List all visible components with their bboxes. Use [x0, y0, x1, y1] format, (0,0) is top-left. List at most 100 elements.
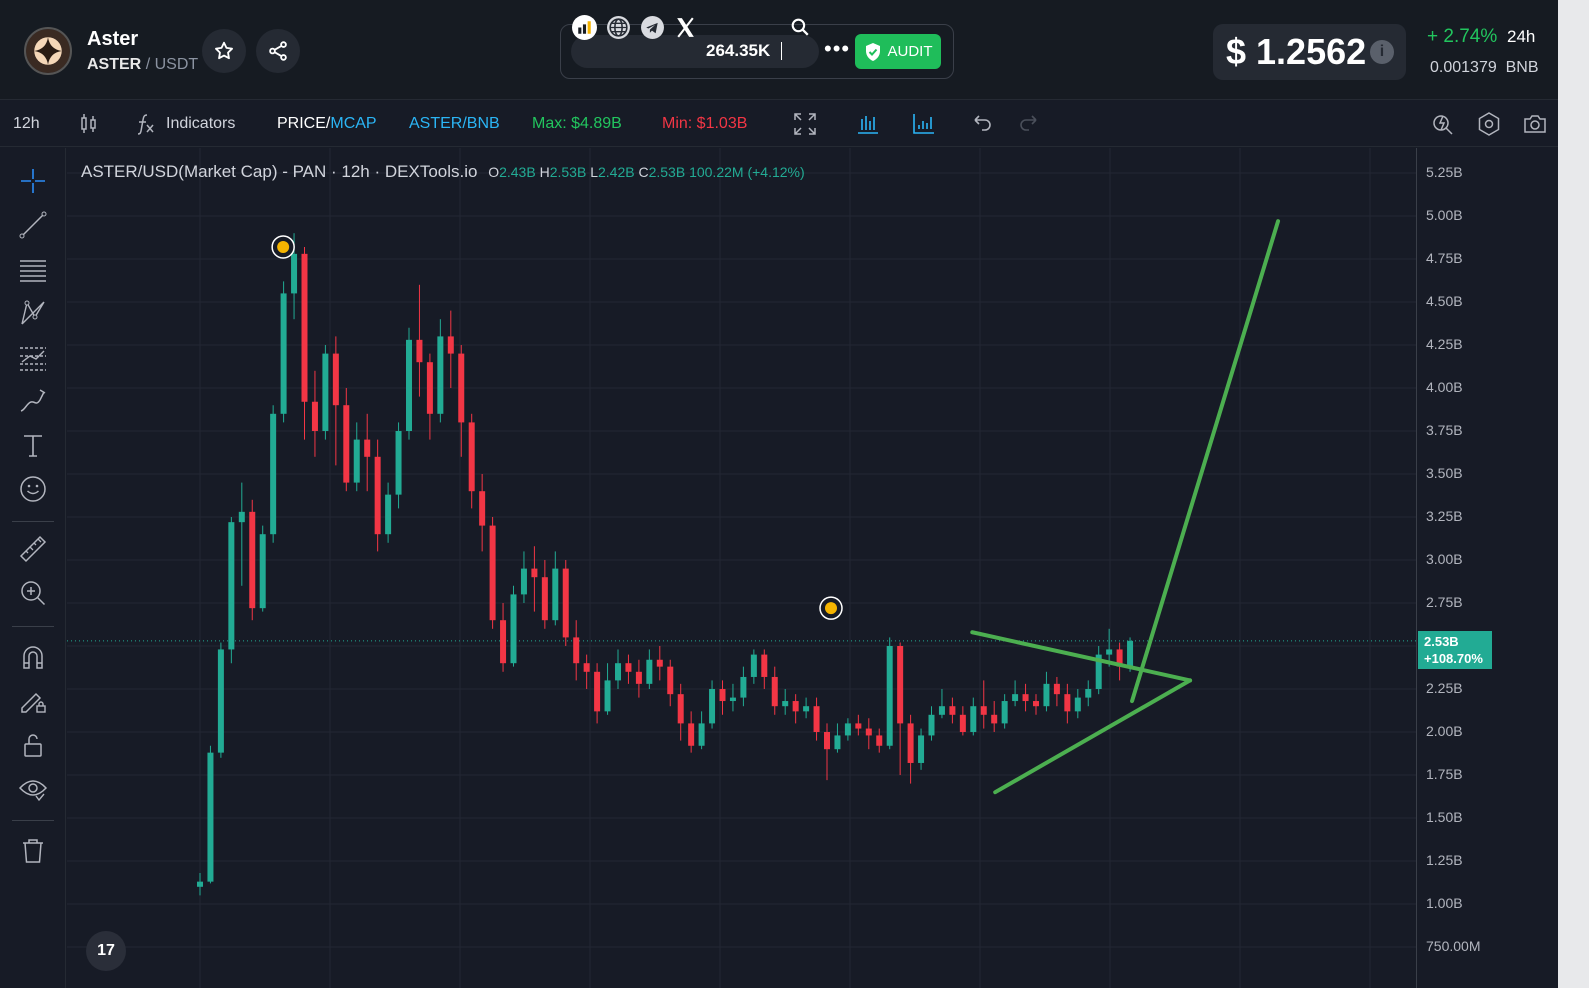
share-icon	[269, 41, 287, 61]
screenshot-button[interactable]	[1522, 111, 1548, 137]
y-axis-tick: 3.50B	[1426, 465, 1463, 481]
price-mcap-toggle[interactable]: PRICE/MCAP	[277, 115, 377, 133]
drawing-toolbar	[0, 148, 66, 988]
y-axis-tick: 5.00B	[1426, 207, 1463, 223]
smiley-icon	[20, 476, 46, 502]
pair-toggle[interactable]: ASTER/BNB	[409, 115, 500, 132]
trash-icon	[23, 839, 43, 863]
undo-button[interactable]	[969, 111, 995, 137]
social-links-pill	[571, 35, 819, 68]
search-icon	[791, 18, 809, 36]
y-axis-tick: 4.00B	[1426, 379, 1463, 395]
share-button[interactable]	[256, 29, 300, 73]
legend-ohlc: O2.43B H2.53B L2.42B C2.53B 100.22M (+4.…	[488, 164, 804, 180]
candle-body	[980, 706, 987, 715]
price-axis[interactable]: 5.25B 5.00B 4.75B 4.50B 4.25B 4.00B 3.75B 3.50B…	[1416, 148, 1558, 988]
chart-legend: ASTER/USD(Market Cap) - PAN · 12h · DEXT…	[81, 162, 805, 182]
scrollbar[interactable]	[1558, 0, 1589, 988]
mcap-option[interactable]: MCAP	[330, 115, 377, 132]
telegram-link[interactable]	[640, 15, 665, 40]
zoom-tool[interactable]	[18, 578, 48, 608]
favorite-button[interactable]	[202, 29, 246, 73]
crosshair-tool[interactable]	[18, 166, 48, 196]
low-value: 2.42B	[597, 164, 635, 180]
y-axis-tick: 4.75B	[1426, 250, 1463, 266]
horizontal-lines-icon	[20, 260, 46, 282]
candle-body	[500, 620, 507, 664]
candle-body	[249, 511, 256, 609]
current-price: $ 1.2562	[1226, 31, 1367, 72]
info-icon[interactable]: i	[1370, 40, 1394, 64]
candle-body	[322, 353, 329, 431]
candle-body	[949, 706, 956, 715]
audit-button[interactable]: AUDIT	[855, 34, 941, 69]
close-label: C	[638, 164, 649, 180]
chart-toolbar: 12h Indicators PRICE/MCAP ASTER/BNB Max:…	[0, 101, 1558, 147]
text-tool[interactable]	[18, 430, 48, 460]
tradingview-logo[interactable]: 17	[86, 931, 126, 971]
hide-tool[interactable]	[18, 774, 48, 804]
unlock-icon	[24, 734, 42, 757]
candle-body	[709, 689, 716, 724]
candlestick-chart[interactable]	[67, 148, 1416, 988]
close-value: 2.53B	[648, 164, 686, 180]
pattern-tool[interactable]	[18, 298, 48, 328]
more-icon[interactable]: •••	[824, 36, 851, 61]
indicators-label[interactable]: Indicators	[166, 115, 236, 132]
ruler-icon	[19, 535, 47, 563]
x-link[interactable]	[673, 15, 698, 40]
quick-search-button[interactable]	[1430, 111, 1456, 137]
change-value: 100.22M (+4.12%)	[689, 164, 805, 180]
fullscreen-icon	[794, 113, 816, 135]
candle-body	[406, 339, 412, 431]
compare-button[interactable]	[855, 111, 881, 137]
change-period: 24h	[1507, 27, 1536, 46]
indicators-button[interactable]	[133, 111, 159, 137]
candle-body	[876, 735, 883, 746]
fullscreen-button[interactable]	[792, 111, 818, 137]
candle-body	[311, 401, 318, 431]
candle-body	[416, 339, 423, 363]
lock-all-tool[interactable]	[18, 730, 48, 760]
candle-body	[1116, 649, 1123, 667]
brush-tool[interactable]	[18, 386, 48, 416]
candle-body	[395, 431, 402, 495]
chart-canvas[interactable]	[67, 148, 1416, 988]
candle-body	[259, 534, 266, 609]
candle-body	[197, 881, 203, 887]
pair-symbol: ASTER / USDT	[87, 56, 198, 74]
price-option[interactable]: PRICE	[277, 115, 326, 132]
magnet-tool[interactable]	[18, 642, 48, 672]
event-marker-dot	[277, 240, 290, 253]
measure-tool[interactable]	[18, 534, 48, 564]
y-axis-tick: 5.25B	[1426, 164, 1463, 180]
dextools-link[interactable]	[572, 15, 597, 40]
candles-icon	[81, 114, 96, 133]
delete-tool[interactable]	[18, 836, 48, 866]
candle-body	[1022, 694, 1029, 702]
trend-line-tool[interactable]	[18, 210, 48, 240]
y-axis-tick: 1.50B	[1426, 809, 1463, 825]
candle-body	[615, 663, 621, 681]
emoji-tool[interactable]	[18, 474, 48, 504]
search-button[interactable]	[788, 15, 813, 40]
redo-button[interactable]	[1016, 111, 1042, 137]
camera-icon	[1524, 115, 1546, 133]
lock-drawing-tool[interactable]	[18, 686, 48, 716]
open-value: 2.43B	[499, 164, 536, 180]
chart-type-button[interactable]	[76, 111, 102, 137]
candle-body	[1001, 701, 1008, 724]
volume-button[interactable]	[911, 111, 937, 137]
interval-button[interactable]: 12h	[13, 115, 40, 132]
fib-tool[interactable]	[18, 254, 48, 284]
y-axis-tick: 4.25B	[1426, 336, 1463, 352]
website-link[interactable]	[606, 15, 631, 40]
redo-icon	[1020, 115, 1037, 131]
candle-body	[761, 654, 768, 677]
separator	[12, 820, 54, 821]
toggle-slash: /	[325, 115, 331, 132]
settings-button[interactable]	[1476, 111, 1502, 137]
max-mcap: Max: $4.89B	[532, 115, 622, 132]
forecast-tool[interactable]	[18, 342, 48, 372]
candle-body	[270, 413, 277, 535]
